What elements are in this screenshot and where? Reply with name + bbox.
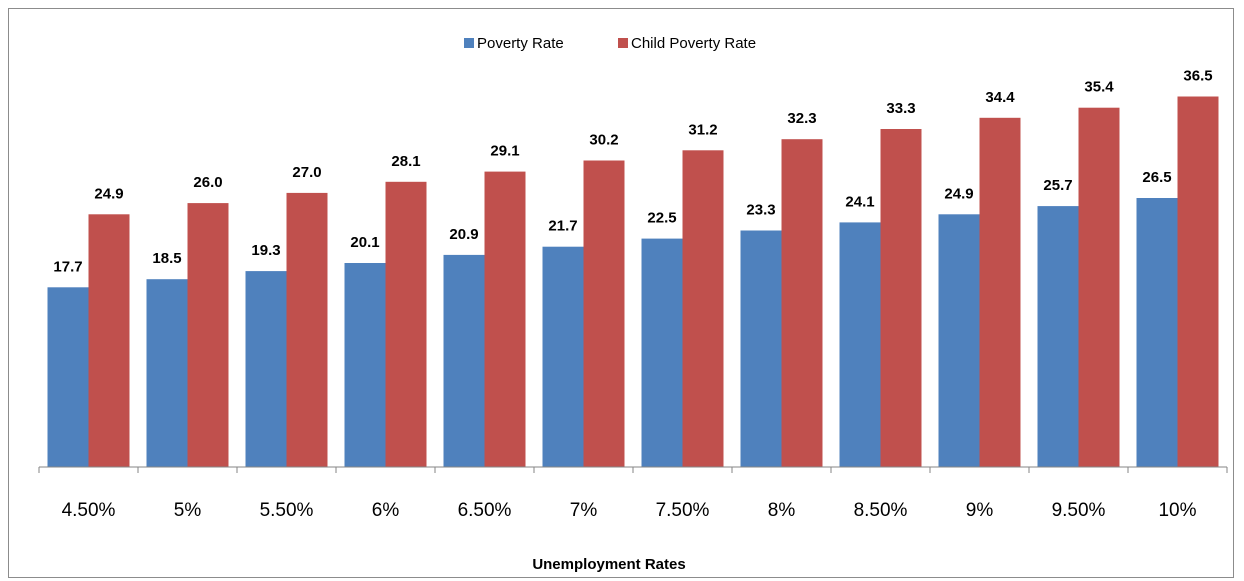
data-label-poverty-rate-5: 21.7 (548, 218, 577, 235)
x-tick-label: 9.50% (1052, 500, 1106, 521)
bar-child-poverty-rate-10 (1078, 107, 1120, 467)
bar-poverty-rate-10 (1037, 206, 1079, 467)
bar-poverty-rate-2 (245, 271, 287, 467)
bar-poverty-rate-5 (542, 246, 584, 467)
bar-child-poverty-rate-1 (187, 203, 229, 467)
data-label-poverty-rate-1: 18.5 (152, 250, 181, 267)
data-label-child-poverty-rate-4: 29.1 (490, 143, 519, 160)
bar-poverty-rate-9 (938, 214, 980, 467)
x-tick-label: 5.50% (260, 500, 314, 521)
bar-child-poverty-rate-5 (583, 160, 625, 467)
data-label-child-poverty-rate-2: 27.0 (292, 164, 321, 181)
data-labels: 17.7 24.9 18.5 26.0 19.3 27.0 20.1 28.1 20.9 29.1… (53, 68, 1212, 276)
data-label-poverty-rate-2: 19.3 (251, 242, 280, 259)
bar-poverty-rate-11 (1136, 198, 1178, 467)
x-tick-label: 6% (372, 500, 400, 521)
bar-child-poverty-rate-9 (979, 117, 1021, 468)
bar-child-poverty-rate-2 (286, 192, 328, 467)
x-tick-label: 8.50% (854, 500, 908, 521)
data-label-poverty-rate-0: 17.7 (53, 258, 82, 275)
data-label-child-poverty-rate-3: 28.1 (391, 153, 420, 170)
data-label-child-poverty-rate-11: 36.5 (1183, 68, 1212, 85)
x-axis (38, 466, 1228, 473)
bar-poverty-rate-4 (443, 254, 485, 467)
legend: Poverty Rate Child Poverty Rate (464, 35, 756, 52)
x-tick-label: 7.50% (656, 500, 710, 521)
bar-child-poverty-rate-6 (682, 150, 724, 468)
data-label-child-poverty-rate-0: 24.9 (94, 185, 123, 202)
data-label-child-poverty-rate-5: 30.2 (589, 132, 618, 149)
x-tick-label: 6.50% (458, 500, 512, 521)
x-tick-label: 4.50% (62, 500, 116, 521)
data-label-child-poverty-rate-9: 34.4 (985, 89, 1015, 106)
data-label-poverty-rate-8: 24.1 (845, 193, 874, 210)
x-tick-label: 5% (174, 500, 202, 521)
chart-frame: Poverty Rate Child Poverty Rate 17.7 24.9 1… (8, 8, 1234, 578)
bars (47, 96, 1219, 468)
legend-label-child-poverty-rate: Child Poverty Rate (631, 35, 756, 52)
bar-child-poverty-rate-11 (1177, 96, 1219, 467)
data-label-child-poverty-rate-10: 35.4 (1084, 79, 1114, 96)
bar-child-poverty-rate-8 (880, 129, 922, 467)
x-axis-label: Unemployment Rates (532, 556, 685, 573)
x-tick-label: 9% (966, 500, 994, 521)
bar-poverty-rate-0 (47, 287, 89, 467)
legend-swatch-child-poverty-rate (618, 38, 628, 48)
legend-swatch-poverty-rate (464, 38, 474, 48)
bar-child-poverty-rate-3 (385, 181, 427, 468)
bar-poverty-rate-6 (641, 238, 683, 467)
bar-poverty-rate-1 (146, 279, 188, 467)
data-label-poverty-rate-4: 20.9 (449, 226, 478, 243)
bar-poverty-rate-8 (839, 222, 881, 467)
bar-poverty-rate-3 (344, 263, 386, 467)
data-label-poverty-rate-9: 24.9 (944, 185, 973, 202)
bar-child-poverty-rate-0 (88, 214, 130, 467)
data-label-poverty-rate-3: 20.1 (350, 234, 379, 251)
data-label-child-poverty-rate-6: 31.2 (688, 121, 717, 138)
bar-chart: Poverty Rate Child Poverty Rate 17.724.91… (38, 35, 1228, 573)
x-tick-label: 7% (570, 500, 598, 521)
data-label-child-poverty-rate-8: 33.3 (886, 100, 915, 117)
data-label-poverty-rate-6: 22.5 (647, 210, 676, 227)
x-tick-label: 8% (768, 500, 796, 521)
data-label-child-poverty-rate-7: 32.3 (787, 110, 816, 127)
data-label-poverty-rate-11: 26.5 (1142, 169, 1171, 186)
bar-poverty-rate-7 (740, 230, 782, 467)
x-tick-label: 10% (1158, 500, 1196, 521)
x-tick-labels: 4.50% 5% 5.50% 6% 6.50% 7% 7.50% 8% 8.50% 9% 9.50%… (62, 500, 1197, 521)
data-label-poverty-rate-7: 23.3 (746, 202, 775, 219)
bar-child-poverty-rate-4 (484, 171, 526, 467)
legend-label-poverty-rate: Poverty Rate (477, 35, 564, 52)
bar-child-poverty-rate-7 (781, 139, 823, 467)
data-label-poverty-rate-10: 25.7 (1043, 177, 1072, 194)
data-label-child-poverty-rate-1: 26.0 (193, 174, 222, 191)
